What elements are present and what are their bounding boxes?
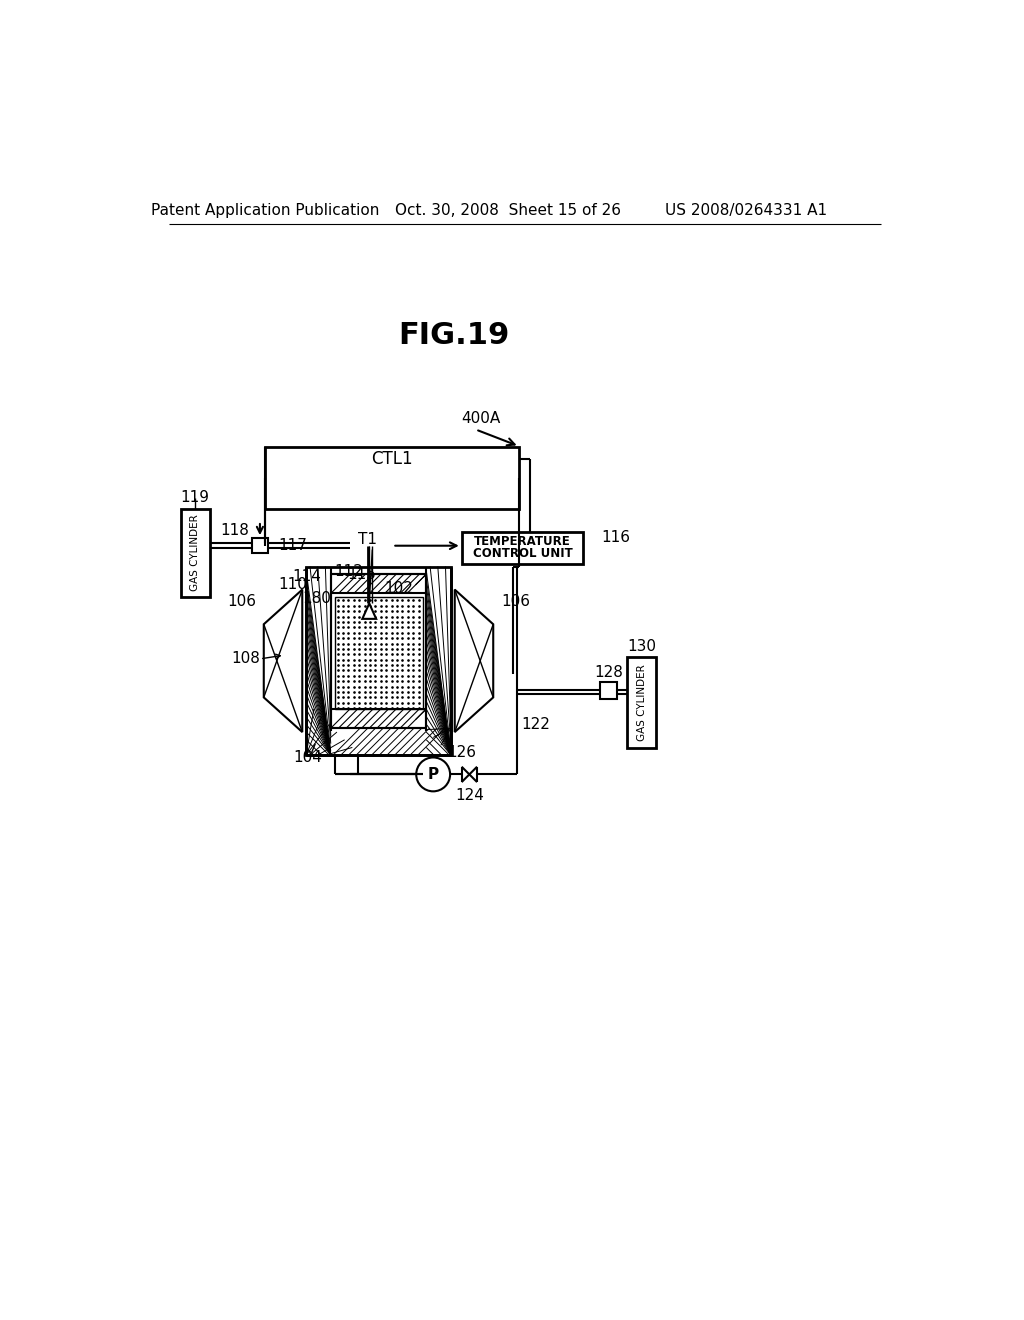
- Text: 115: 115: [348, 568, 377, 582]
- Bar: [331, 574, 426, 729]
- Text: 119: 119: [181, 491, 210, 506]
- Text: 126: 126: [447, 746, 476, 760]
- Text: US 2008/0264331 A1: US 2008/0264331 A1: [666, 203, 827, 218]
- Bar: [180, 508, 210, 597]
- Text: 118: 118: [220, 523, 249, 537]
- Text: 110: 110: [279, 577, 307, 591]
- Text: 130: 130: [628, 639, 656, 655]
- Text: 400A: 400A: [462, 411, 501, 426]
- Text: 102: 102: [385, 581, 414, 595]
- Text: 106: 106: [501, 594, 530, 609]
- Text: 116: 116: [602, 529, 631, 545]
- Text: Patent Application Publication: Patent Application Publication: [152, 203, 380, 218]
- Text: 106: 106: [227, 594, 256, 609]
- Text: GAS CYLINDER: GAS CYLINDER: [190, 515, 201, 591]
- Bar: [306, 566, 451, 755]
- Bar: [252, 539, 267, 553]
- Text: 122: 122: [521, 717, 551, 731]
- Bar: [600, 682, 617, 700]
- Text: 104: 104: [293, 750, 323, 766]
- Bar: [265, 447, 519, 508]
- Text: 112: 112: [334, 565, 362, 579]
- Text: TEMPERATURE: TEMPERATURE: [474, 536, 570, 548]
- Text: CONTROL UNIT: CONTROL UNIT: [473, 546, 572, 560]
- Text: Oct. 30, 2008  Sheet 15 of 26: Oct. 30, 2008 Sheet 15 of 26: [395, 203, 621, 218]
- Text: FIG.19: FIG.19: [398, 321, 510, 350]
- Bar: [628, 657, 656, 748]
- Bar: [462, 532, 584, 564]
- Text: 128: 128: [594, 665, 624, 680]
- Text: CTL1: CTL1: [372, 450, 413, 467]
- Text: 114: 114: [293, 569, 322, 583]
- Bar: [335, 597, 423, 709]
- Text: 108: 108: [231, 651, 260, 667]
- Text: GAS CYLINDER: GAS CYLINDER: [637, 664, 647, 741]
- Polygon shape: [362, 603, 376, 619]
- Text: 124: 124: [455, 788, 483, 804]
- Text: 117: 117: [279, 539, 307, 553]
- Text: 180: 180: [302, 590, 331, 606]
- Text: T1: T1: [357, 532, 377, 546]
- Text: P: P: [428, 767, 438, 781]
